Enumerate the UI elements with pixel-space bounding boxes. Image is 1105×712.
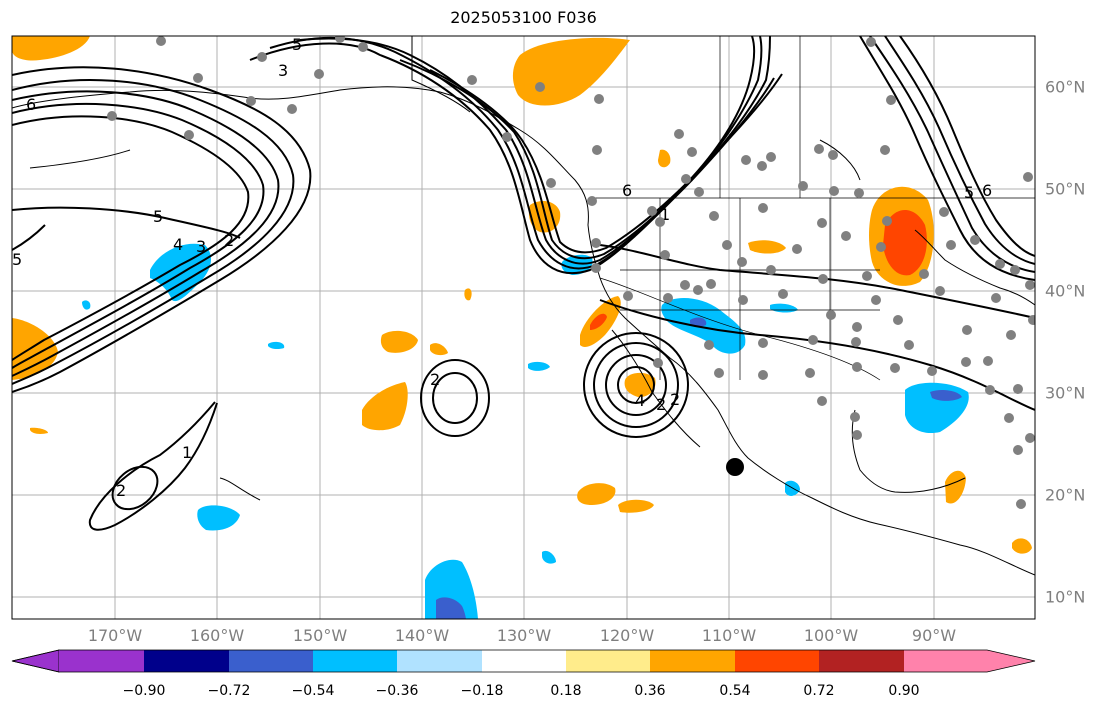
contour-label: 1 bbox=[182, 443, 192, 462]
lon-label: 90°W bbox=[911, 626, 957, 645]
contour-label: 5 bbox=[12, 250, 22, 269]
contour-label: 2 bbox=[656, 395, 666, 414]
colorbar-swatch bbox=[650, 650, 735, 672]
colorbar-swatch bbox=[735, 650, 819, 672]
contour-label: 4 bbox=[635, 391, 645, 410]
contour-label: 2 bbox=[224, 231, 234, 250]
contour-label: 5 bbox=[292, 35, 302, 54]
lon-label: 100°W bbox=[803, 626, 859, 645]
colorbar-label: 0.54 bbox=[719, 683, 751, 699]
colorbar-label: −0.72 bbox=[207, 683, 251, 699]
contour-label: 6 bbox=[26, 95, 36, 114]
contour-label: 3 bbox=[278, 61, 288, 80]
station-dots bbox=[107, 36, 1035, 509]
contour-label: 2 bbox=[116, 481, 126, 500]
anomaly-fill-negative bbox=[82, 243, 969, 619]
colorbar-label: 0.72 bbox=[803, 683, 835, 699]
contour-label: 2 bbox=[670, 390, 680, 409]
colorbar-extend-low bbox=[11, 649, 60, 673]
colorbar-swatch bbox=[229, 650, 313, 672]
lon-label: 110°W bbox=[701, 626, 757, 645]
map-frame bbox=[11, 35, 1036, 620]
colorbar-label: 0.36 bbox=[634, 683, 666, 699]
colorbar-label: −0.54 bbox=[291, 683, 335, 699]
contour-label: 2 bbox=[430, 370, 440, 389]
lat-label: 60°N bbox=[1045, 77, 1086, 97]
colorbar-swatch bbox=[397, 650, 482, 672]
contour-label: 5 bbox=[964, 183, 974, 202]
marker-dot bbox=[726, 458, 744, 476]
colorbar-swatch bbox=[819, 650, 904, 672]
lat-label: 10°N bbox=[1045, 587, 1086, 607]
contour-label: 3 bbox=[196, 237, 206, 256]
contour-label: 4 bbox=[173, 235, 183, 254]
contour-label-group: 5 3 6 5 4 3 2 1 2 6 5 6 5 4 2 2 1 2 bbox=[12, 35, 992, 500]
lon-label: 160°W bbox=[189, 626, 245, 645]
lon-label: 170°W bbox=[87, 626, 143, 645]
colorbar bbox=[11, 649, 1036, 673]
lat-label: 30°N bbox=[1045, 383, 1086, 403]
lon-label: 150°W bbox=[292, 626, 348, 645]
colorbar-swatch bbox=[313, 650, 397, 672]
lon-label: 120°W bbox=[599, 626, 655, 645]
lat-label: 40°N bbox=[1045, 281, 1086, 301]
contour-label: 6 bbox=[622, 181, 632, 200]
contour-label: 6 bbox=[982, 181, 992, 200]
contour-label: 1 bbox=[660, 205, 670, 224]
lat-label: 20°N bbox=[1045, 485, 1086, 505]
colorbar-label: −0.36 bbox=[375, 683, 419, 699]
lat-label: 50°N bbox=[1045, 179, 1086, 199]
lon-label: 130°W bbox=[496, 626, 552, 645]
map-title: 2025053100 F036 bbox=[450, 8, 597, 27]
colorbar-swatch bbox=[144, 650, 229, 672]
lon-label: 140°W bbox=[394, 626, 450, 645]
colorbar-extend-high bbox=[904, 650, 1035, 672]
colorbar-swatch bbox=[59, 650, 144, 672]
colorbar-label: 0.90 bbox=[888, 683, 920, 699]
colorbar-label: 0.18 bbox=[550, 683, 582, 699]
colorbar-label: −0.90 bbox=[122, 683, 166, 699]
contours bbox=[12, 36, 1035, 531]
contour-label: 5 bbox=[153, 207, 163, 226]
anomaly-fill-positive bbox=[12, 36, 1032, 554]
colorbar-label: −0.18 bbox=[460, 683, 504, 699]
colorbar-swatch bbox=[566, 650, 650, 672]
colorbar-swatch bbox=[482, 650, 566, 672]
